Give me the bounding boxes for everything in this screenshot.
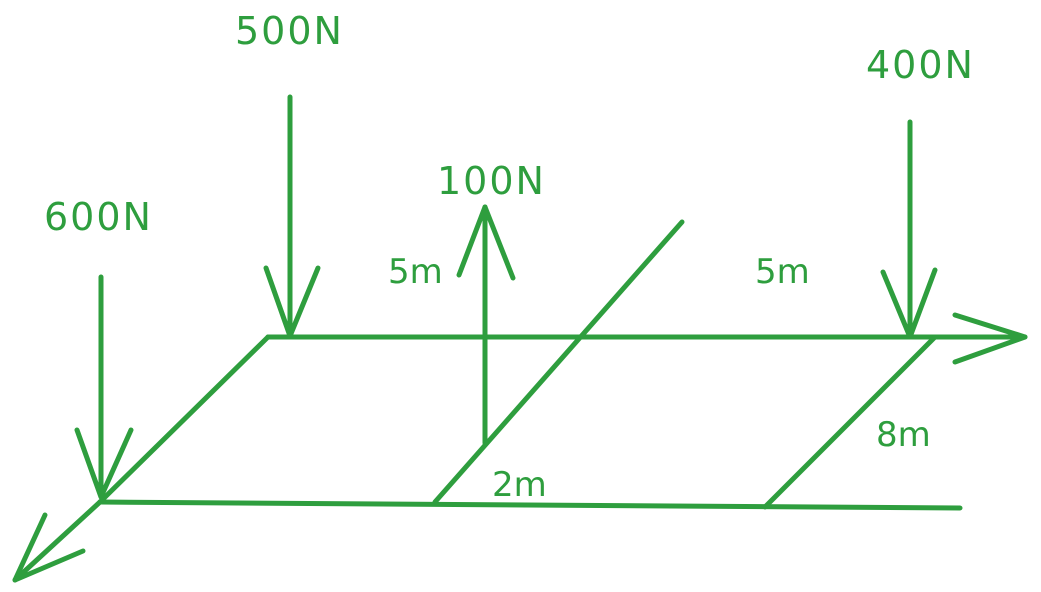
force-400n-label: 400N [866,43,975,87]
y-axis-arrowhead [12,512,86,583]
force-100n-label: 100N [437,159,546,203]
y-axis-line [12,499,103,583]
force-500n-arrowhead [263,265,321,339]
plate-front-edge [97,499,963,511]
force-600n-label: 600N [44,195,153,239]
mid-diagonal-line [432,219,685,505]
dimension-5m-left-label: 5m [388,252,443,292]
plate-left-edge [97,334,271,505]
x-axis-arrowhead [952,312,1028,365]
force-500n-label: 500N [235,9,344,53]
force-600n-arrowhead [74,427,134,500]
dimension-2m-label: 2m [492,465,547,505]
force-400n-arrowhead [880,267,938,340]
plate-right-edge [762,334,938,510]
dimension-5m-right-label: 5m [755,252,810,292]
dimension-8m-label: 8m [876,415,931,455]
force-100n-arrowhead [456,204,516,281]
